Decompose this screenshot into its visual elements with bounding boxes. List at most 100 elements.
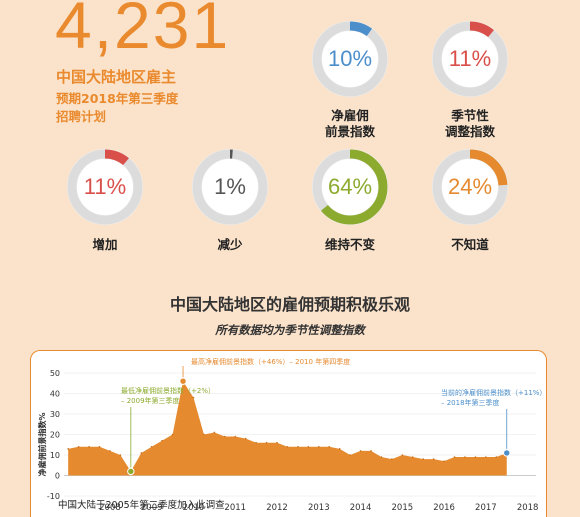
x-tick-label: 2016: [433, 503, 455, 513]
data-point: [474, 456, 477, 458]
data-point: [453, 456, 456, 458]
donut-ring: [432, 149, 508, 225]
donut-center: [77, 159, 133, 215]
donut-percent: 11%: [448, 46, 492, 71]
data-point: [213, 431, 216, 434]
area-series: [68, 381, 507, 476]
donut-percent: 1%: [214, 174, 246, 199]
donut-no-change: 64%: [311, 148, 389, 226]
donut-seasonal: 11%: [431, 20, 509, 98]
donut-value-arc: [312, 21, 388, 97]
donut-ring: [312, 149, 388, 225]
donut-value-arc: [432, 21, 508, 97]
donut-ring: [312, 21, 388, 97]
data-point: [328, 446, 331, 448]
data-point: [297, 446, 299, 448]
headline-line1: 中国大陆地区雇主: [56, 68, 177, 86]
donut-label-line1: 净雇佣: [331, 108, 369, 123]
donut-center: [322, 31, 378, 87]
donut-label: 季节性 调整指数: [410, 108, 530, 140]
donut-label-line2: 前景指数: [324, 124, 375, 139]
data-point: [401, 454, 404, 456]
donut-value-arc: [67, 149, 143, 225]
donut-label: 不知道: [410, 237, 530, 253]
donut-label: 维持不变: [290, 237, 410, 253]
chart-frame: -10 0 10 20 30 40 50 净雇佣前景指数% 2008 2009 2010 2011 20…: [30, 350, 547, 517]
headline-line2: 预期2018年第三季度: [56, 91, 179, 106]
donut-label-line1: 减少: [217, 237, 243, 252]
annotation-marker: [503, 449, 511, 457]
data-point: [485, 456, 487, 458]
x-tick-label: 2013: [308, 503, 330, 513]
data-point: [192, 396, 195, 399]
data-point: [370, 450, 372, 452]
annotation-text: 最低净雇佣前景指数（+2%）: [121, 386, 215, 395]
annotation-text: 最高净雇佣前景指数（+46%）– 2010 年第四季度: [191, 357, 350, 366]
data-point: [338, 448, 341, 450]
donut-ring: [432, 21, 508, 97]
donut-value-arc: [192, 149, 268, 225]
data-point: [286, 446, 289, 448]
data-point: [150, 446, 153, 448]
x-tick-label: 2011: [224, 503, 246, 513]
y-tick-label: 20: [50, 431, 60, 440]
y-tick-label: -10: [47, 492, 60, 501]
donut-label: 减少: [170, 237, 290, 253]
area-chart: -10 0 10 20 30 40 50 净雇佣前景指数% 2008 2009 2010 2011 20…: [37, 357, 546, 513]
donut-label: 增加: [45, 237, 165, 253]
data-point: [265, 441, 268, 444]
data-point: [380, 456, 383, 458]
y-tick-label: 30: [50, 410, 60, 419]
donut-percent: 10%: [327, 46, 373, 71]
data-point: [77, 446, 80, 448]
data-point: [171, 433, 174, 436]
donut-value-arc: [312, 149, 388, 225]
donut-label-line1: 维持不变: [324, 237, 375, 252]
data-point: [109, 450, 111, 452]
annotation-marker: [127, 467, 135, 476]
data-point: [276, 441, 278, 444]
data-point: [391, 458, 393, 460]
data-point: [495, 456, 498, 458]
data-point: [359, 450, 362, 452]
data-point: [98, 446, 101, 448]
data-point: [224, 435, 226, 438]
y-tick-label: 40: [50, 390, 60, 399]
y-axis-label: 净雇佣前景指数%: [37, 412, 47, 476]
data-point: [317, 446, 320, 448]
donut-label-line1: 季节性: [451, 108, 489, 123]
section-title: 中国大陆地区的雇佣预期积极乐观: [169, 295, 410, 314]
donut-percent: 24%: [447, 174, 493, 199]
donut-label: 净雇佣 前景指数: [290, 108, 410, 140]
data-point: [161, 439, 163, 442]
data-point: [307, 446, 310, 448]
data-point: [140, 452, 143, 454]
chart-footnote: 中国大陆于2005年第二季度加入此调查: [58, 500, 225, 511]
data-point: [244, 437, 247, 440]
x-tick-label: 2012: [266, 503, 288, 513]
annotation-marker: [179, 377, 187, 385]
donut-increase: 11%: [66, 148, 144, 226]
section-subtitle: 所有数据均为季节性调整指数: [215, 323, 365, 337]
donut-decrease: 1%: [191, 148, 269, 226]
y-tick-label: 0: [55, 472, 60, 481]
x-tick-label: 2008: [99, 503, 121, 513]
data-point: [422, 458, 425, 460]
data-point: [443, 460, 445, 462]
donut-center: [442, 31, 498, 87]
donut-center: [322, 159, 378, 215]
data-point: [349, 454, 351, 456]
donut-label-line1: 不知道: [451, 237, 489, 252]
donut-ring: [192, 149, 268, 225]
data-point: [464, 456, 466, 458]
data-point: [234, 435, 237, 438]
x-tick-label: 2015: [392, 503, 414, 513]
y-tick-label: 50: [50, 369, 60, 378]
data-point: [255, 441, 257, 444]
data-point: [88, 446, 90, 448]
headline-line3: 招聘计划: [56, 109, 107, 124]
annotation-text: 当前的净雇佣前景指数（+11%）: [441, 388, 546, 397]
x-tick-label: 2010: [183, 503, 205, 513]
donut-value-arc: [432, 149, 508, 225]
annotation-text: – 2018年第三季度: [441, 398, 500, 407]
